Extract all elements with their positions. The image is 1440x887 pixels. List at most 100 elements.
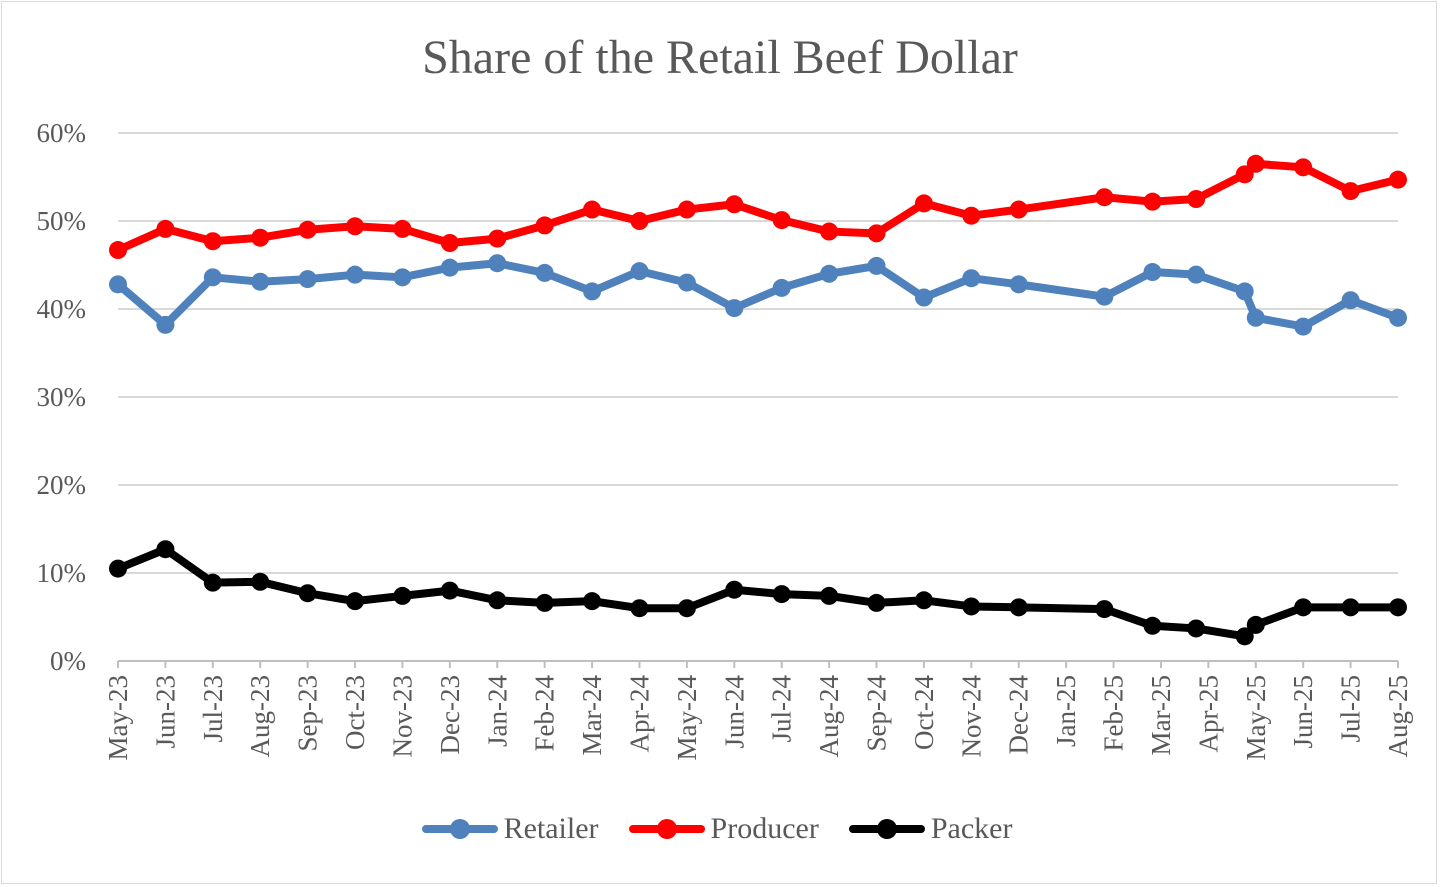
data-point-packer [251, 572, 270, 591]
x-tick-label: May-24 [672, 675, 702, 761]
data-point-retailer [725, 299, 744, 318]
x-tick-label: Aug-25 [1383, 675, 1413, 758]
data-point-packer [820, 586, 839, 605]
data-point-producer [346, 217, 365, 236]
data-point-producer [251, 228, 270, 247]
data-point-retailer [630, 262, 649, 281]
data-point-producer [914, 194, 933, 213]
data-point-producer [962, 206, 981, 225]
data-point-retailer [203, 268, 222, 287]
data-point-producer [725, 195, 744, 214]
x-tick-label: Apr-25 [1193, 675, 1223, 752]
data-point-packer [1341, 598, 1360, 617]
data-point-retailer [1235, 282, 1254, 301]
legend-label: Retailer [503, 812, 599, 845]
data-point-retailer [393, 268, 412, 287]
legend-marker [421, 819, 498, 839]
data-point-producer [867, 224, 886, 243]
legend-item-retailer: Retailer [421, 812, 599, 846]
data-point-producer [1341, 182, 1360, 201]
data-point-packer [1187, 619, 1206, 638]
x-tick-label: Jan-25 [1051, 675, 1081, 747]
data-point-producer [156, 219, 175, 238]
x-tick-label: Jul-23 [198, 675, 228, 743]
legend: Retailer Producer Packer [0, 812, 1440, 846]
y-tick-label: 50% [37, 206, 87, 236]
data-point-retailer [109, 275, 127, 294]
y-tick-label: 60% [37, 118, 87, 148]
x-tick-label: Oct-24 [909, 675, 939, 750]
data-point-retailer [1009, 275, 1028, 294]
data-point-packer [298, 584, 317, 603]
x-tick-label: Nov-23 [387, 675, 417, 758]
data-point-packer [1246, 615, 1265, 634]
data-point-retailer [1389, 308, 1407, 327]
data-point-packer [962, 597, 981, 616]
data-point-packer [440, 581, 459, 600]
data-point-packer [1095, 600, 1114, 619]
x-tick-label: Mar-24 [577, 675, 607, 756]
data-point-retailer [440, 258, 459, 277]
data-point-packer [346, 592, 365, 611]
legend-item-packer: Packer [848, 812, 1012, 846]
x-tick-label: Feb-25 [1099, 675, 1129, 752]
data-point-packer [1009, 598, 1028, 617]
data-point-retailer [346, 265, 365, 284]
data-point-retailer [1143, 263, 1162, 282]
data-point-retailer [488, 254, 507, 273]
data-point-producer [440, 234, 459, 252]
x-tick-label: Aug-23 [245, 675, 275, 758]
data-point-producer [1246, 154, 1265, 173]
data-point-packer [772, 585, 791, 604]
data-point-retailer [1294, 317, 1313, 336]
data-point-retailer [820, 264, 839, 283]
x-tick-label: Mar-25 [1146, 675, 1176, 755]
y-tick-label: 30% [37, 382, 87, 412]
data-point-retailer [1187, 265, 1206, 284]
x-tick-label: Dec-24 [1004, 675, 1034, 755]
y-tick-label: 20% [37, 470, 87, 500]
data-point-producer [1294, 158, 1313, 177]
data-point-packer [488, 591, 507, 610]
x-tick-label: Dec-23 [435, 675, 465, 754]
data-point-producer [109, 241, 127, 260]
x-tick-label: Jan-24 [482, 675, 512, 747]
y-tick-label: 40% [37, 294, 87, 324]
x-tick-label: Jul-24 [767, 675, 797, 743]
legend-item-producer: Producer [628, 812, 819, 846]
data-point-packer [583, 592, 602, 611]
data-point-producer [298, 220, 317, 239]
x-tick-label: Nov-24 [956, 675, 986, 758]
data-point-packer [1294, 598, 1313, 617]
series-line-producer [114, 159, 1402, 255]
data-point-producer [820, 222, 839, 241]
y-tick-label: 10% [37, 558, 87, 588]
data-point-packer [630, 599, 649, 618]
x-tick-label: Sep-23 [293, 675, 323, 752]
data-point-producer [488, 229, 507, 248]
x-tick-label: Jun-23 [150, 675, 180, 749]
x-tick-label: Sep-24 [862, 675, 892, 752]
data-point-retailer [867, 256, 886, 275]
data-point-packer [677, 599, 696, 618]
data-point-producer [677, 200, 696, 219]
data-point-packer [156, 540, 175, 559]
x-tick-label: Apr-24 [624, 675, 654, 753]
data-point-packer [109, 559, 127, 578]
data-point-retailer [1246, 308, 1265, 327]
x-tick-label: May-25 [1241, 675, 1271, 760]
x-tick-label: May-23 [103, 675, 133, 760]
data-point-packer [203, 573, 222, 592]
data-point-producer [1389, 170, 1407, 189]
x-tick-label: Jun-24 [719, 675, 749, 749]
data-point-producer [630, 212, 649, 230]
data-point-retailer [677, 273, 696, 292]
data-point-retailer [583, 282, 602, 301]
data-point-producer [1187, 190, 1206, 208]
data-point-packer [867, 593, 886, 612]
data-point-retailer [251, 272, 270, 291]
data-point-packer [1389, 598, 1407, 617]
chart-title: Share of the Retail Beef Dollar [422, 31, 1018, 84]
